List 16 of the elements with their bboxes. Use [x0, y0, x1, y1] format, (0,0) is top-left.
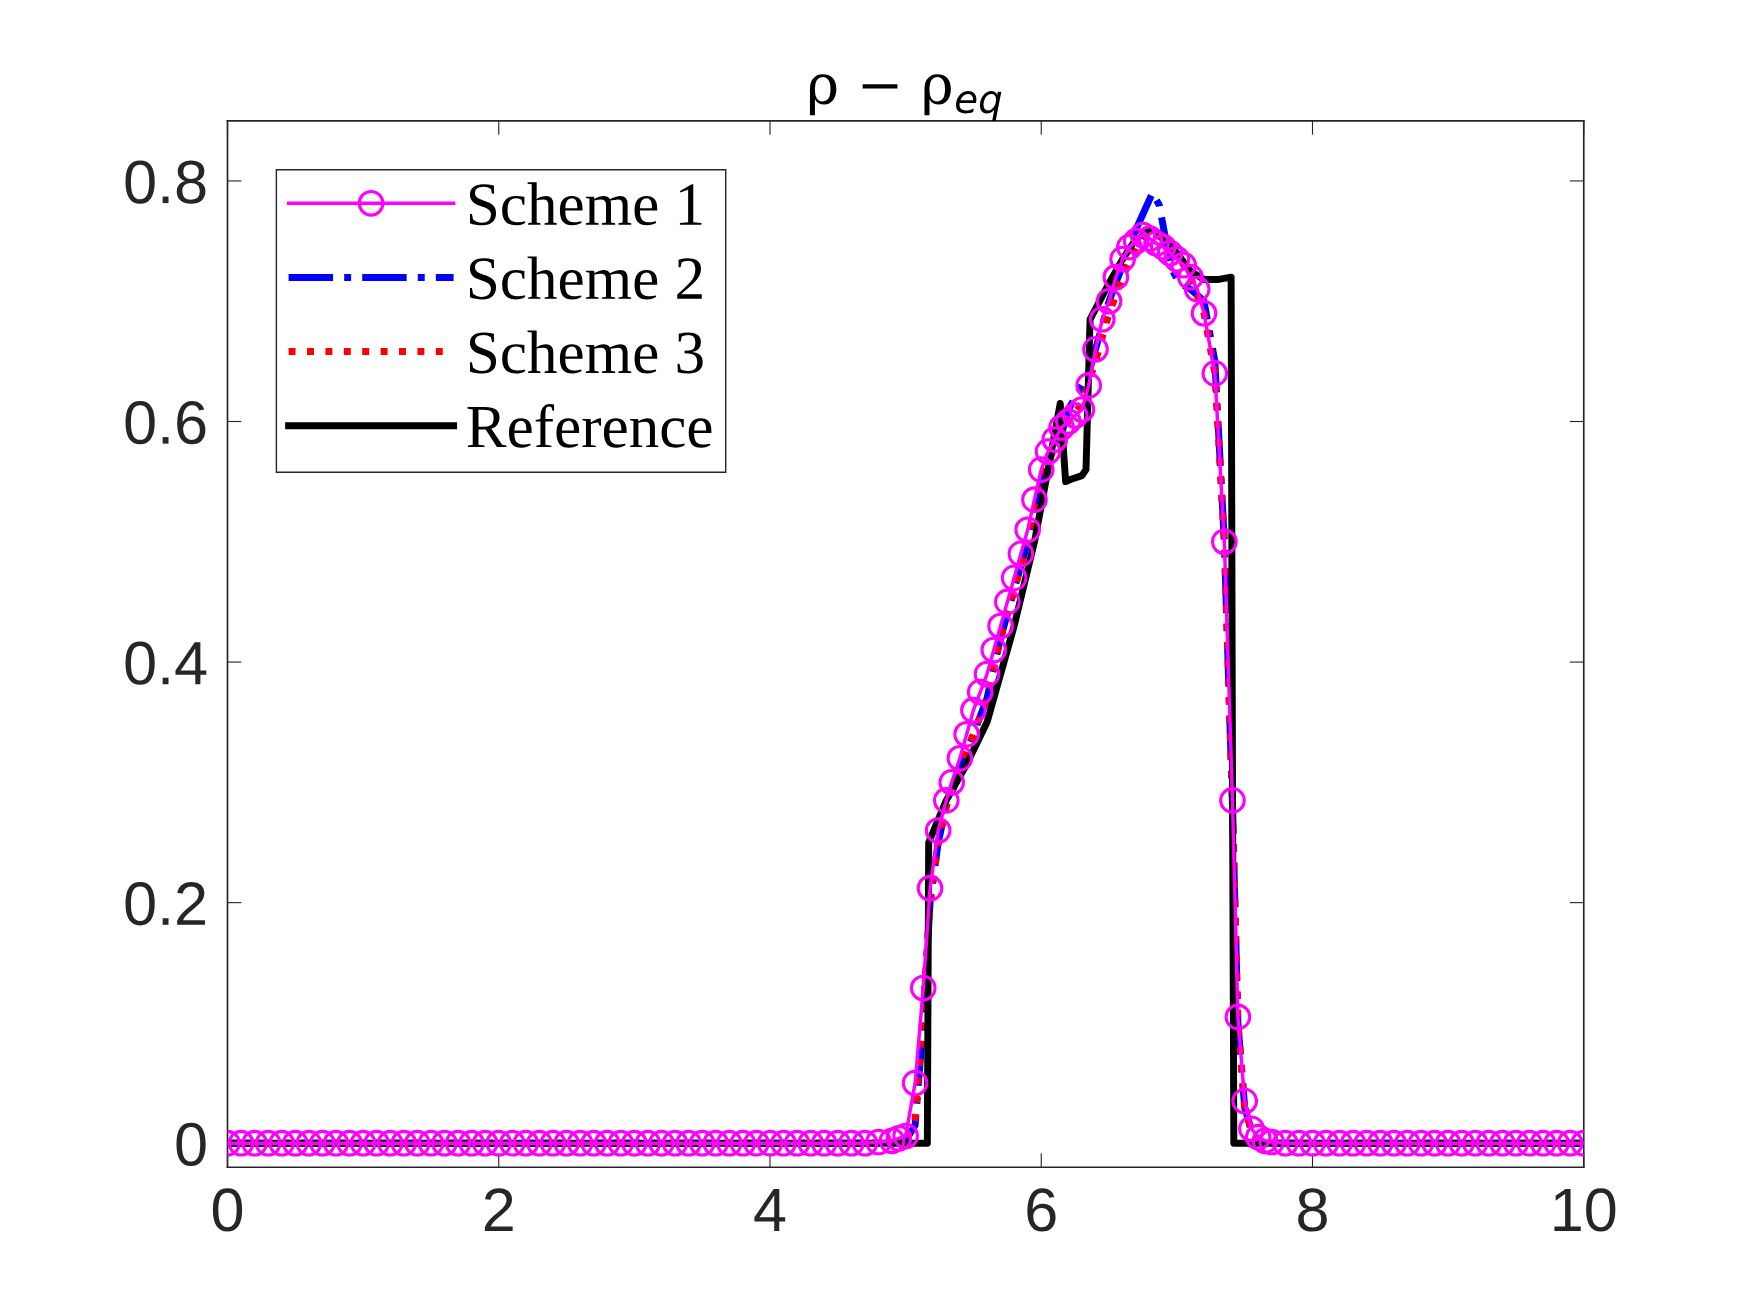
x-tick-label: 8	[1298, 1188, 1327, 1232]
y-tick-label: 0.8	[125, 160, 206, 204]
legend-label: Reference	[467, 404, 712, 448]
y-tick-label: 0.6	[125, 400, 206, 445]
x-tick-label: 2	[484, 1188, 513, 1231]
legend-label: Scheme 1	[469, 182, 702, 226]
y-tick-label: 0.2	[125, 882, 205, 926]
legend-label: Scheme 3	[469, 330, 703, 374]
x-tick-label: 4	[754, 1188, 786, 1231]
x-tick-label: 6	[1027, 1188, 1056, 1232]
x-tick-label: 10	[1554, 1188, 1616, 1232]
x-tick-label: 0	[212, 1188, 243, 1232]
y-tick-label: 0	[176, 1122, 206, 1166]
chart-title: ρ − ρ$_{eq}$	[809, 74, 1002, 121]
y-tick-label: 0.4	[125, 641, 207, 685]
legend-label: Scheme 2	[469, 256, 702, 300]
